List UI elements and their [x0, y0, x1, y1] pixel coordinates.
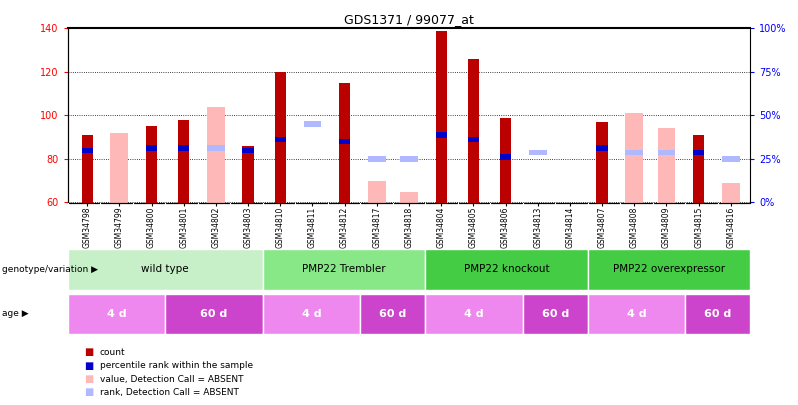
Text: ■: ■ [84, 374, 93, 384]
Bar [722, 156, 740, 162]
Bar [523, 294, 587, 334]
Text: 60 d: 60 d [200, 309, 227, 319]
Bar [626, 150, 643, 155]
Bar [693, 150, 705, 155]
Bar [400, 156, 418, 162]
Bar [722, 183, 740, 202]
Bar [243, 147, 254, 153]
Bar [658, 128, 675, 202]
Bar [275, 72, 286, 202]
Text: 60 d: 60 d [704, 309, 731, 319]
Bar [81, 135, 93, 202]
Bar [303, 122, 322, 127]
Text: percentile rank within the sample: percentile rank within the sample [100, 361, 253, 370]
Title: GDS1371 / 99077_at: GDS1371 / 99077_at [344, 13, 474, 26]
Bar [207, 107, 225, 202]
Text: 4 d: 4 d [107, 309, 126, 319]
Bar [263, 249, 425, 290]
Bar [587, 294, 685, 334]
Bar [500, 117, 512, 202]
Bar [68, 249, 263, 290]
Bar [178, 145, 189, 151]
Text: 60 d: 60 d [542, 309, 569, 319]
Bar [178, 120, 189, 202]
Text: genotype/variation ▶: genotype/variation ▶ [2, 265, 97, 274]
Text: PMP22 Trembler: PMP22 Trembler [302, 264, 385, 274]
Bar [400, 192, 418, 202]
Text: 4 d: 4 d [626, 309, 646, 319]
Bar [436, 132, 447, 138]
Text: PMP22 knockout: PMP22 knockout [464, 264, 549, 274]
Bar [275, 136, 286, 142]
Bar [146, 126, 157, 202]
Bar [68, 294, 165, 334]
Text: 60 d: 60 d [379, 309, 406, 319]
Bar [529, 150, 547, 155]
Bar [243, 146, 254, 202]
Bar [468, 59, 479, 202]
Bar [146, 145, 157, 151]
Bar [425, 249, 587, 290]
Bar [685, 294, 750, 334]
Bar [207, 145, 225, 151]
Text: wild type: wild type [141, 264, 189, 274]
Bar [596, 122, 608, 202]
Bar [339, 83, 350, 202]
Bar [263, 294, 360, 334]
Text: ■: ■ [84, 361, 93, 371]
Bar [360, 294, 425, 334]
Bar [368, 156, 385, 162]
Bar [436, 30, 447, 202]
Text: ■: ■ [84, 388, 93, 397]
Text: count: count [100, 348, 125, 357]
Text: 4 d: 4 d [464, 309, 484, 319]
Bar [339, 139, 350, 144]
Bar [500, 154, 512, 160]
Bar [368, 181, 385, 202]
Bar [468, 136, 479, 142]
Text: age ▶: age ▶ [2, 309, 28, 318]
Bar [110, 133, 128, 202]
Text: ■: ■ [84, 347, 93, 357]
Text: rank, Detection Call = ABSENT: rank, Detection Call = ABSENT [100, 388, 239, 397]
Text: 4 d: 4 d [302, 309, 322, 319]
Bar [658, 150, 675, 155]
Bar [165, 294, 263, 334]
Bar [587, 249, 750, 290]
Bar [425, 294, 523, 334]
Bar [626, 113, 643, 202]
Text: value, Detection Call = ABSENT: value, Detection Call = ABSENT [100, 375, 243, 384]
Text: PMP22 overexpressor: PMP22 overexpressor [613, 264, 725, 274]
Bar [81, 147, 93, 153]
Bar [693, 135, 705, 202]
Bar [596, 145, 608, 151]
